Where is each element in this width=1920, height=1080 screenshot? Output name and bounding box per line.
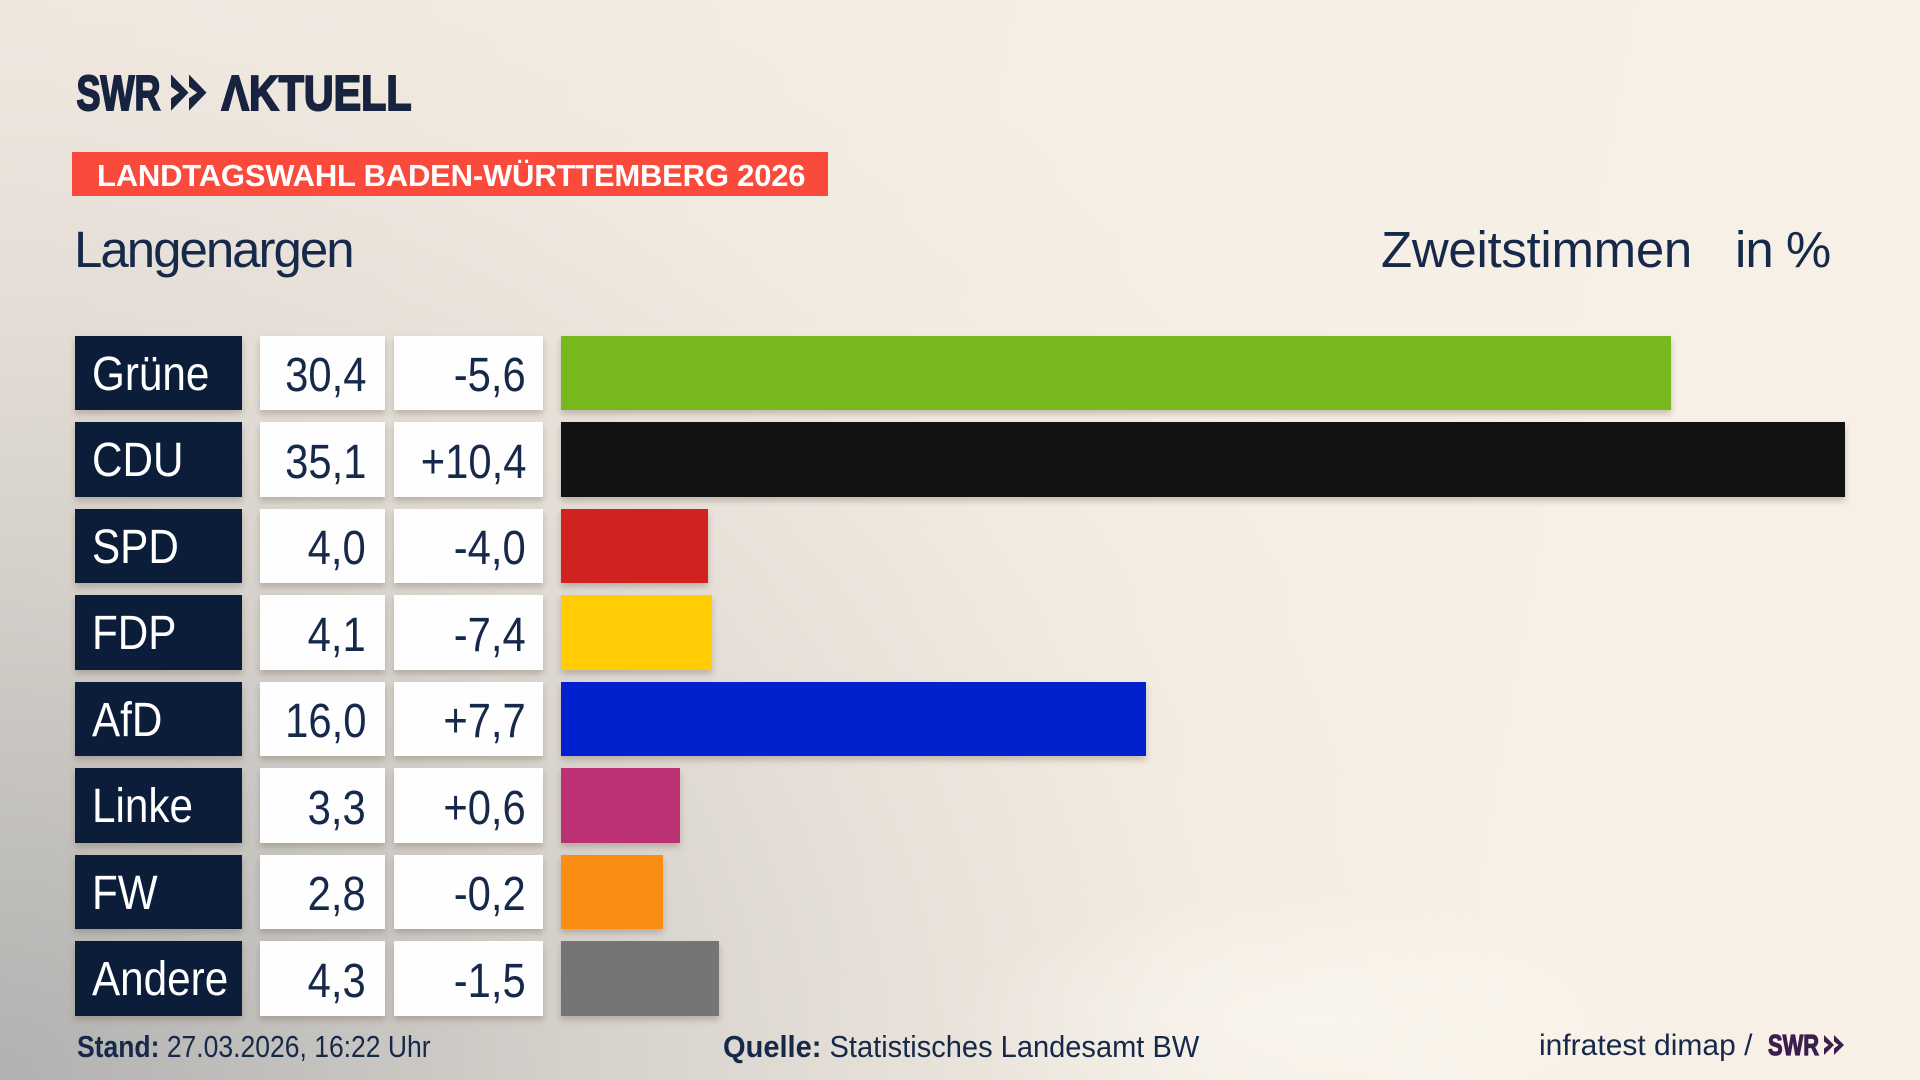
svg-text:ΛKTUELL: ΛKTUELL [222, 74, 412, 114]
svg-text:SWR: SWR [77, 74, 161, 114]
svg-text:SWR: SWR [1768, 1033, 1819, 1059]
